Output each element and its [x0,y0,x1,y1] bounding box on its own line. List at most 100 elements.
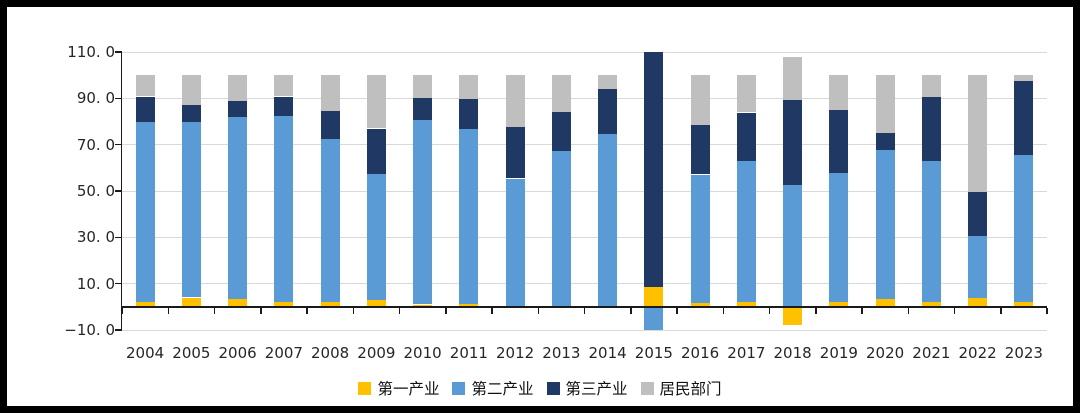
bar-segment [690,302,710,307]
x-tick-label: 2011 [449,344,488,362]
bar-segment [413,75,433,99]
x-tick-mark [445,307,447,314]
bar-segment [274,96,294,116]
chart-legend: 第一产业 第二产业 第三产业 居民部门 [7,377,1073,399]
bar-segment [783,100,803,186]
bar-segment [690,75,710,125]
bar-segment [1014,155,1034,303]
x-tick-label: 2004 [126,344,165,362]
bar-segment [644,306,664,330]
bar-segment [551,75,571,112]
bar-segment [413,120,433,305]
x-tick-label: 2007 [264,344,303,362]
legend-label: 第一产业 [377,380,440,398]
bar-segment [181,104,201,123]
legend-item: 第二产业 [452,377,534,399]
legend-swatch-icon [546,381,560,395]
x-tick-label: 2016 [681,344,720,362]
x-tick-label: 2005 [172,344,211,362]
y-tick-label: 10. 0 [76,274,115,293]
bar-segment [228,299,248,307]
bar-segment [459,303,479,307]
y-tick-mark [115,51,122,53]
bar-segment [135,121,155,303]
x-tick-mark [953,307,956,314]
bar-segment [135,302,155,307]
x-tick-mark [722,307,724,314]
bar-segment [274,115,294,302]
bar-segment [921,75,941,98]
x-tick-mark [306,307,308,314]
bar-segment [1014,81,1034,156]
bar-segment [551,111,571,151]
y-tick-mark [115,143,122,146]
x-tick-mark [213,307,216,314]
bar-segment [783,56,803,101]
bar-segment [274,301,294,307]
bar-segment [783,185,803,307]
x-tick-mark [398,307,401,314]
legend-swatch-icon [358,381,372,395]
x-tick-label: 2018 [773,344,812,362]
y-tick-label: −10. 0 [64,321,115,339]
bar-segment [968,192,988,237]
x-tick-mark [491,307,493,314]
x-tick-mark [260,307,262,314]
bar-segment [968,236,988,298]
bar-segment [968,75,988,193]
bar-segment [644,52,664,287]
bar-segment [921,301,941,307]
y-gridline [122,329,1047,331]
x-tick-mark [630,307,632,314]
bar-segment [413,98,433,121]
y-tick-label: 110. 0 [67,43,115,61]
legend-swatch-icon [452,381,466,395]
y-tick-mark [115,190,122,192]
x-tick-mark [815,307,817,314]
x-tick-mark [1000,307,1002,314]
bar-segment [968,297,988,307]
bar-segment [829,75,849,110]
y-tick-label: 50. 0 [76,182,115,200]
bar-segment [875,299,895,307]
x-tick-mark [583,307,586,314]
x-tick-mark [537,307,539,314]
legend-label: 第二产业 [471,380,534,398]
bar-segment [505,127,525,179]
y-tick-label: 90. 0 [76,89,115,108]
bar-segment [459,99,479,129]
bar-segment [829,173,849,303]
bar-segment [736,302,756,307]
bar-segment [690,174,710,303]
bar-segment [459,75,479,100]
x-tick-label: 2023 [1004,344,1043,362]
bar-segment [366,300,386,307]
bar-segment [366,128,386,174]
y-tick-label: 30. 0 [76,228,115,247]
x-tick-label: 2020 [866,344,905,362]
x-tick-label: 2019 [819,344,858,362]
x-tick-mark [352,307,354,314]
x-tick-mark [907,307,909,314]
bar-segment [551,150,571,307]
x-tick-label: 2014 [588,344,627,362]
bar-segment [644,286,664,307]
bar-segment [736,161,756,303]
bar-segment [598,133,618,306]
x-tick-label: 2022 [958,344,997,362]
bar-segment [875,150,895,300]
x-tick-mark [768,307,771,314]
x-tick-label: 2010 [403,344,442,362]
x-tick-label: 2013 [542,344,581,362]
x-tick-label: 2017 [727,344,766,362]
bar-segment [320,75,340,111]
y-tick-mark [115,329,122,331]
bar-segment [875,75,895,133]
bar-segment [320,110,340,140]
bar-segment [228,75,248,101]
bar-segment [320,139,340,302]
bar-segment [598,75,618,89]
bar-segment [783,306,803,326]
x-tick-mark [861,307,863,314]
